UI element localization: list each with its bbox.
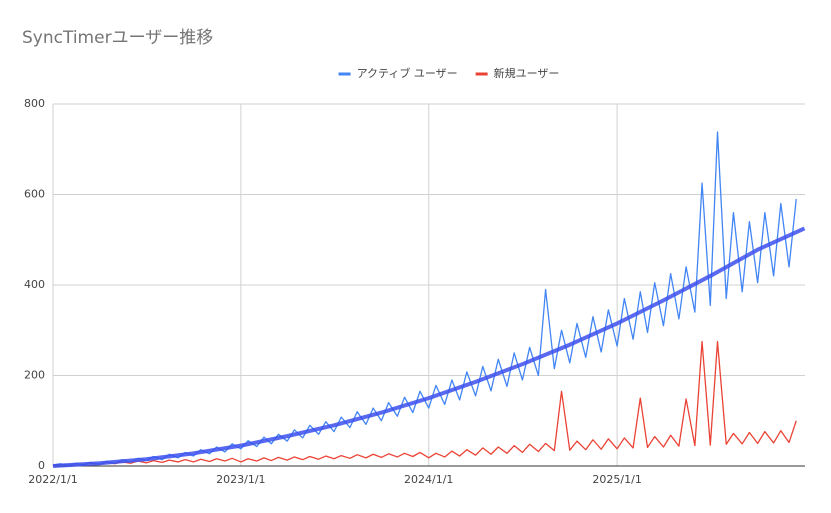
legend-label: アクティブ ユーザー — [357, 66, 458, 80]
legend-label: 新規ユーザー — [494, 66, 560, 80]
x-tick-label: 2023/1/1 — [216, 473, 265, 486]
x-tick-label: 2024/1/1 — [404, 473, 453, 486]
chart-title: SyncTimerユーザー推移 — [22, 28, 213, 48]
y-tick-label: 200 — [24, 369, 45, 382]
x-tick-label: 2022/1/1 — [28, 473, 77, 486]
y-tick-label: 600 — [24, 188, 45, 201]
y-tick-label: 800 — [24, 97, 45, 110]
data-line — [52, 340, 797, 467]
trendline — [52, 226, 806, 468]
y-tick-label: 0 — [38, 459, 45, 472]
x-tick-label: 2025/1/1 — [592, 473, 641, 486]
y-tick-label: 400 — [24, 278, 45, 291]
